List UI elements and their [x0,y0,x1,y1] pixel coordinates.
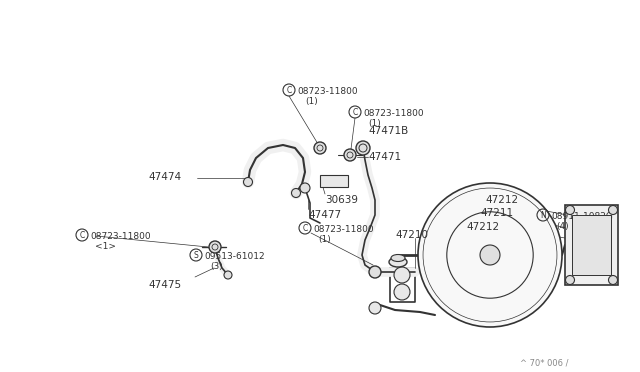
Text: 47211: 47211 [480,208,513,218]
Ellipse shape [391,254,405,262]
Circle shape [480,245,500,265]
Circle shape [609,205,618,215]
Text: 08723-11800: 08723-11800 [363,109,424,118]
Text: 08723-11800: 08723-11800 [297,87,358,96]
Bar [572,215,611,275]
Circle shape [566,205,575,215]
Ellipse shape [389,257,407,267]
Text: (4): (4) [556,222,568,231]
Text: 08723-11800: 08723-11800 [313,225,374,234]
Circle shape [291,189,301,198]
Text: 47477: 47477 [308,210,341,220]
Text: N: N [540,211,546,219]
Text: 47471: 47471 [368,152,401,162]
Text: 47212: 47212 [485,195,518,205]
Circle shape [609,276,618,285]
Circle shape [209,241,221,253]
Text: 30639: 30639 [325,195,358,205]
Text: 08911-1082G: 08911-1082G [551,212,613,221]
Text: 47212: 47212 [466,222,499,232]
Text: C: C [353,108,358,116]
Text: 08723-11800: 08723-11800 [90,232,150,241]
Circle shape [243,177,253,186]
Circle shape [566,276,575,285]
Text: 47471B: 47471B [368,126,408,136]
Text: S: S [194,250,198,260]
Circle shape [344,149,356,161]
Text: (1): (1) [318,235,331,244]
Circle shape [224,271,232,279]
Text: 47475: 47475 [148,280,181,290]
Circle shape [418,183,562,327]
Circle shape [369,266,381,278]
Text: <1>: <1> [95,242,116,251]
Bar [565,205,618,285]
Text: 47474: 47474 [148,172,181,182]
Circle shape [394,267,410,283]
Text: (3): (3) [210,262,223,271]
Circle shape [356,141,370,155]
Text: C: C [79,231,84,240]
Text: C: C [286,86,292,94]
Text: ^ 70* 006 /: ^ 70* 006 / [520,358,568,367]
Text: C: C [302,224,308,232]
Text: 47210: 47210 [395,230,428,240]
Bar [320,175,348,187]
Text: (1): (1) [305,97,317,106]
Circle shape [314,142,326,154]
Text: 09513-61012: 09513-61012 [204,252,264,261]
Circle shape [300,183,310,193]
Circle shape [369,302,381,314]
Circle shape [394,284,410,300]
Text: (1): (1) [368,119,381,128]
